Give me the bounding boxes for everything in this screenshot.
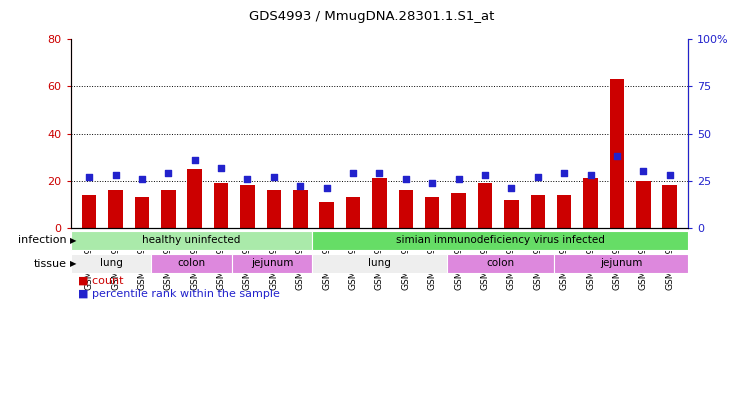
Point — [242, 176, 254, 182]
Bar — [109, 190, 123, 228]
Bar — [557, 195, 571, 228]
Bar — [452, 193, 466, 228]
Bar — [312, 254, 446, 273]
Text: simian immunodeficiency virus infected: simian immunodeficiency virus infected — [396, 235, 605, 245]
Point — [189, 157, 201, 163]
Bar — [71, 231, 312, 250]
Bar — [399, 190, 413, 228]
Point — [83, 174, 95, 180]
Bar — [554, 254, 688, 273]
Point — [295, 183, 307, 189]
Point — [268, 174, 280, 180]
Point — [638, 168, 650, 174]
Point — [426, 180, 438, 186]
Point — [558, 170, 570, 176]
Bar — [662, 185, 677, 228]
Point — [215, 164, 227, 171]
Point — [162, 170, 174, 176]
Text: lung: lung — [100, 258, 123, 268]
Point — [321, 185, 333, 191]
Point — [136, 176, 148, 182]
Point — [664, 172, 676, 178]
Point — [347, 170, 359, 176]
Bar — [82, 195, 97, 228]
Text: colon: colon — [486, 258, 514, 268]
Point — [400, 176, 411, 182]
Bar — [135, 197, 150, 228]
Point — [611, 153, 623, 160]
Bar — [151, 254, 232, 273]
Bar — [187, 169, 202, 228]
Bar — [425, 197, 440, 228]
Bar — [71, 254, 151, 273]
Point — [109, 172, 121, 178]
Point — [452, 176, 464, 182]
Text: tissue: tissue — [34, 259, 67, 268]
Bar — [530, 195, 545, 228]
Text: GDS4993 / MmugDNA.28301.1.S1_at: GDS4993 / MmugDNA.28301.1.S1_at — [249, 10, 495, 23]
Bar — [232, 254, 312, 273]
Bar — [583, 178, 598, 228]
Text: ▶: ▶ — [70, 259, 77, 268]
Bar — [478, 183, 493, 228]
Text: ■ percentile rank within the sample: ■ percentile rank within the sample — [78, 290, 280, 299]
Bar — [346, 197, 360, 228]
Bar — [504, 200, 519, 228]
Text: colon: colon — [177, 258, 205, 268]
Bar — [636, 181, 650, 228]
Point — [373, 170, 385, 176]
Text: jejunum: jejunum — [251, 258, 293, 268]
Bar — [446, 254, 554, 273]
Text: infection: infection — [19, 235, 67, 245]
Bar — [240, 185, 254, 228]
Text: ▶: ▶ — [70, 236, 77, 245]
Point — [585, 172, 597, 178]
Bar — [609, 79, 624, 228]
Bar — [214, 183, 228, 228]
Text: healthy uninfected: healthy uninfected — [142, 235, 241, 245]
Text: jejunum: jejunum — [600, 258, 642, 268]
Bar — [312, 231, 688, 250]
Bar — [161, 190, 176, 228]
Bar — [293, 190, 307, 228]
Point — [505, 185, 517, 191]
Text: ■ count: ■ count — [78, 276, 124, 286]
Bar — [266, 190, 281, 228]
Bar — [372, 178, 387, 228]
Point — [532, 174, 544, 180]
Text: lung: lung — [368, 258, 391, 268]
Point — [479, 172, 491, 178]
Bar — [319, 202, 334, 228]
